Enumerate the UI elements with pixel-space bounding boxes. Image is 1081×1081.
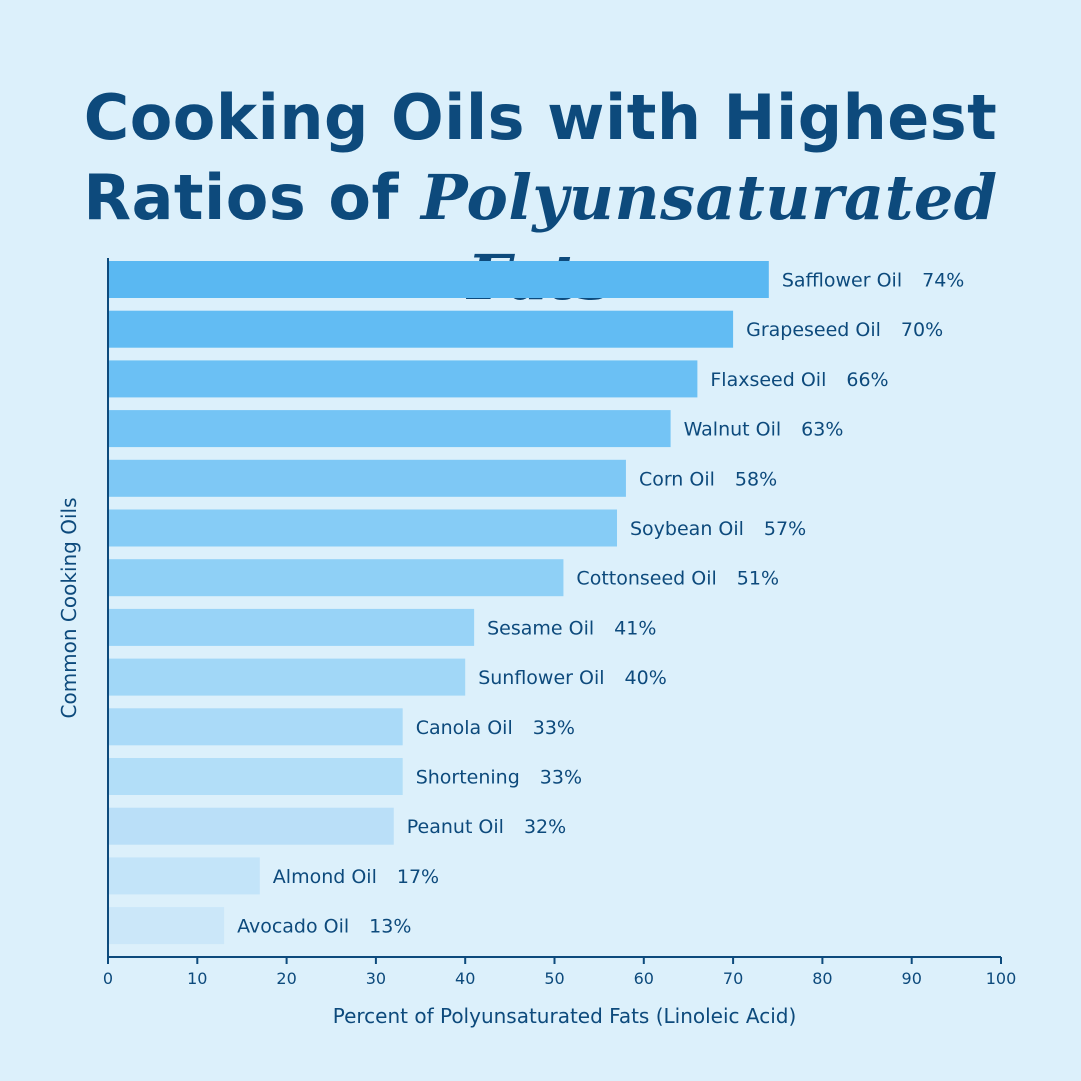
bar-sunflower-oil	[108, 658, 466, 696]
value-label: 66%	[846, 369, 888, 391]
value-label: 63%	[801, 419, 843, 441]
x-tick-label: 0	[103, 969, 113, 988]
category-label: Soybean Oil	[630, 518, 744, 540]
category-label: Canola Oil	[416, 717, 513, 739]
bar-flaxseed-oil	[108, 360, 698, 398]
category-label: Peanut Oil	[407, 816, 504, 838]
bar-grapeseed-oil	[108, 310, 734, 348]
value-label: 74%	[922, 270, 964, 292]
value-label: 33%	[540, 767, 582, 789]
x-tick-label: 40	[455, 969, 475, 988]
bar-label-peanut-oil: Peanut Oil 32%	[407, 816, 566, 838]
bar-label-walnut-oil: Walnut Oil 63%	[684, 419, 844, 441]
bar-label-canola-oil: Canola Oil 33%	[416, 717, 575, 739]
x-tick-label: 90	[902, 969, 922, 988]
x-tick-label: 20	[276, 969, 296, 988]
value-label: 57%	[764, 518, 806, 540]
bar-peanut-oil	[108, 807, 394, 845]
value-label: 33%	[533, 717, 575, 739]
value-label: 70%	[901, 319, 943, 341]
category-label: Walnut Oil	[684, 419, 782, 441]
category-label: Flaxseed Oil	[710, 369, 826, 391]
category-label: Cottonseed Oil	[576, 568, 716, 590]
chart-title: Cooking Oils with Highest Ratios of Poly…	[0, 78, 1081, 318]
bar-label-almond-oil: Almond Oil 17%	[273, 866, 439, 888]
value-label: 32%	[524, 816, 566, 838]
bar-avocado-oil	[108, 907, 225, 945]
x-tick-label: 10	[187, 969, 207, 988]
x-ticks-group: 0 10 20 30 40 50 60 70 80 90 100	[103, 957, 1016, 988]
value-label: 58%	[735, 468, 777, 490]
x-tick-label: 60	[634, 969, 654, 988]
bar-label-corn-oil: Corn Oil 58%	[639, 468, 777, 490]
x-tick-label: 80	[812, 969, 832, 988]
bar-label-sesame-oil: Sesame Oil 41%	[487, 617, 656, 639]
bar-label-grapeseed-oil: Grapeseed Oil 70%	[746, 319, 943, 341]
category-label: Corn Oil	[639, 468, 715, 490]
bar-shortening	[108, 758, 403, 795]
category-label: Sunflower Oil	[478, 667, 604, 689]
value-label: 17%	[397, 866, 439, 888]
x-tick-label: 100	[986, 969, 1017, 988]
x-tick-label: 70	[723, 969, 743, 988]
bar-label-flaxseed-oil: Flaxseed Oil 66%	[710, 369, 888, 391]
bars-group	[108, 261, 769, 945]
bar-canola-oil	[108, 708, 403, 746]
bar-corn-oil	[108, 459, 626, 497]
title-line-2-accent: Polyunsaturated Fats	[421, 161, 998, 314]
bar-almond-oil	[108, 857, 260, 895]
x-axis-title: Percent of Polyunsaturated Fats (Linolei…	[333, 1004, 797, 1028]
value-label: 40%	[625, 667, 667, 689]
bar-cottonseed-oil	[108, 559, 564, 597]
value-label: 13%	[369, 916, 411, 938]
category-label: Grapeseed Oil	[746, 319, 881, 341]
category-label: Avocado Oil	[237, 916, 349, 938]
bar-safflower-oil	[108, 261, 769, 298]
value-label: 41%	[614, 617, 656, 639]
category-label: Sesame Oil	[487, 617, 594, 639]
bar-label-sunflower-oil: Sunflower Oil 40%	[478, 667, 667, 689]
category-label: Safflower Oil	[782, 270, 902, 292]
title-line-2-plain: Ratios of	[83, 161, 399, 234]
y-axis-title: Common Cooking Oils	[57, 497, 81, 718]
bar-sesame-oil	[108, 608, 475, 646]
x-tick-label: 30	[366, 969, 386, 988]
category-label: Almond Oil	[273, 866, 377, 888]
bar-walnut-oil	[108, 410, 671, 448]
bar-label-soybean-oil: Soybean Oil 57%	[630, 518, 806, 540]
bar-labels-group: Safflower Oil 74% Grapeseed Oil 70% Flaxseed…	[237, 270, 964, 938]
x-tick-label: 50	[544, 969, 564, 988]
value-label: 51%	[737, 568, 779, 590]
bar-label-cottonseed-oil: Cottonseed Oil 51%	[576, 568, 779, 590]
bar-soybean-oil	[108, 509, 618, 547]
bar-label-shortening: Shortening 33%	[416, 767, 582, 789]
bar-label-avocado-oil: Avocado Oil 13%	[237, 916, 411, 938]
title-line-1: Cooking Oils with Highest	[83, 81, 998, 154]
bar-label-safflower-oil: Safflower Oil 74%	[782, 270, 965, 292]
category-label: Shortening	[416, 767, 520, 789]
